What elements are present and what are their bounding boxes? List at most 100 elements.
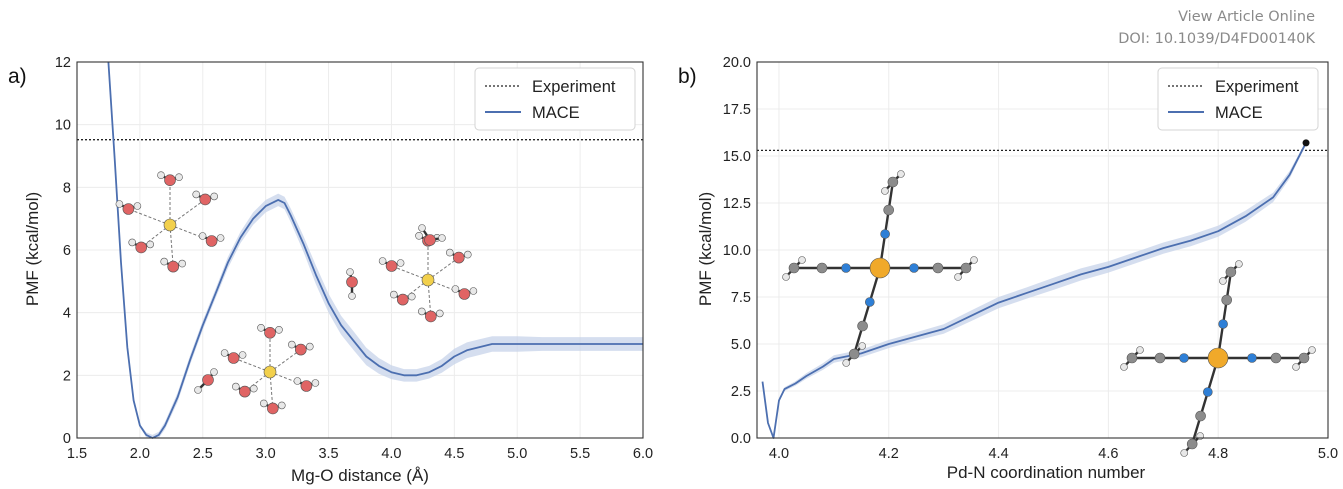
mg-hexaaqua-inset [115, 171, 225, 273]
panel-a-legend-mace-label: MACE [532, 104, 580, 122]
panel-b-legend: Experiment MACE [1157, 67, 1319, 131]
atom-c [1270, 352, 1282, 364]
article-header: View Article Online DOI: 10.1039/D4FD001… [1118, 6, 1315, 50]
panel-b-y-tick-label: 0.0 [731, 431, 751, 447]
mg-transition-state-inset [220, 323, 320, 415]
atom-h [232, 382, 240, 391]
atom-n [864, 297, 875, 307]
atom-h [210, 192, 218, 201]
panel-b-mace-series [761, 139, 1310, 439]
atom-o [199, 193, 211, 206]
panel-b-y-ticks: 0.0 2.5 5.0 7.5 10.0 12.5 15.0 17.5 20.0 [723, 55, 751, 447]
coordination-bond [269, 349, 302, 373]
panel-a-x-axis-label: Mg-O distance (Å) [291, 466, 429, 485]
atom-h [178, 259, 186, 268]
atom-n [1247, 353, 1257, 363]
mg-pentaaqua-inset [378, 232, 478, 323]
panel-a-y-tick-label: 10 [55, 118, 71, 134]
panel-b-legend-box [1157, 67, 1319, 131]
atom-h [275, 325, 283, 334]
atom-o [167, 260, 179, 273]
atom-c [1225, 266, 1237, 278]
atom-mg [421, 273, 435, 287]
atom-h [418, 224, 426, 232]
leaving-water-inset [418, 224, 446, 246]
panel-b: 4.0 4.2 4.4 4.6 4.8 5.0 0.0 2.5 5.0 7.5 10.0 12.5 1… [678, 55, 1338, 482]
doi-text: DOI: 10.1039/D4FD00140K [1118, 31, 1315, 47]
panel-a-y-tick-label: 2 [63, 368, 71, 384]
atom-o [122, 203, 135, 215]
coordination-bond [233, 357, 271, 373]
atom-h [311, 379, 320, 387]
panel-b-y-tick-label: 10.0 [723, 243, 751, 259]
panel-a-x-tick-label: 3.0 [256, 446, 276, 462]
atom-h [415, 232, 423, 240]
panel-b-molecule-insets [782, 170, 1316, 457]
panel-b-mace-line [761, 142, 1307, 439]
panel-b-x-ticks: 4.0 4.2 4.4 4.6 4.8 5.0 [769, 446, 1338, 462]
atom-h [346, 268, 354, 276]
atom-o [227, 352, 240, 364]
atom-c [887, 176, 899, 188]
atom-h [1136, 346, 1144, 354]
panel-b-legend-mace-label: MACE [1215, 104, 1263, 122]
atom-o [424, 310, 437, 323]
atom-h [417, 307, 426, 316]
view-article-online-link[interactable]: View Article Online [1178, 9, 1315, 25]
atom-h [954, 273, 962, 281]
atom-n [880, 229, 890, 239]
panel-b-y-axis-label: PMF (kcal/mol) [696, 192, 715, 306]
panel-a-label: a) [8, 65, 27, 88]
atom-h [798, 256, 806, 264]
atom-h [378, 257, 387, 265]
atom-mg [163, 218, 177, 232]
atom-h [463, 250, 472, 259]
atom-o [294, 343, 307, 356]
atom-h [115, 200, 124, 208]
panel-a-legend-experiment-label: Experiment [532, 78, 616, 96]
atom-o [264, 326, 276, 339]
panel-b-x-tick-label: 4.8 [1208, 446, 1228, 462]
atom-h [782, 273, 790, 281]
atom-h [1308, 346, 1316, 354]
atom-o [385, 260, 398, 272]
atom-h [451, 285, 460, 293]
atom-n [1203, 387, 1213, 397]
atom-c [1195, 410, 1206, 422]
atom-o [266, 402, 279, 415]
panel-a-x-tick-label: 1.5 [67, 446, 87, 462]
panel-a: 1.5 2.0 2.5 3.0 3.5 4.0 4.5 5.0 5.5 6.0 0 2 4 6 8 10 12… [8, 55, 653, 485]
atom-h [220, 349, 229, 357]
panel-b-x-axis-label: Pd-N coordination number [947, 463, 1146, 482]
panel-b-axes-frame [756, 61, 1329, 439]
atom-h [157, 171, 165, 179]
atom-c [848, 348, 860, 360]
atom-o [300, 380, 313, 392]
atom-h [435, 309, 444, 318]
atom-h [396, 259, 405, 267]
atom-h [287, 340, 296, 349]
panel-a-y-ticks: 0 2 4 6 8 10 12 [55, 55, 71, 447]
panel-b-x-tick-label: 4.4 [988, 446, 1008, 462]
atom-mg [263, 365, 277, 379]
atom-n [1218, 319, 1228, 329]
atom-n [909, 263, 919, 273]
panel-a-x-tick-label: 3.5 [318, 446, 338, 462]
atom-n [841, 263, 851, 273]
coordination-bond [169, 198, 206, 226]
panel-a-y-tick-label: 6 [63, 243, 71, 259]
atom-h [469, 287, 478, 295]
atom-h [146, 240, 154, 249]
atom-c [1221, 294, 1232, 306]
panel-b-x-tick-label: 4.2 [879, 446, 899, 462]
panel-a-y-tick-label: 0 [63, 431, 71, 447]
atom-h [277, 401, 286, 410]
panel-b-label: b) [678, 65, 697, 88]
atom-h [1180, 449, 1188, 457]
atom-h [858, 342, 867, 350]
panel-a-legend: Experiment MACE [474, 67, 636, 131]
pd-pentacoordinate-inset [1120, 260, 1316, 457]
atom-h [970, 256, 978, 264]
atom-h [175, 173, 183, 181]
